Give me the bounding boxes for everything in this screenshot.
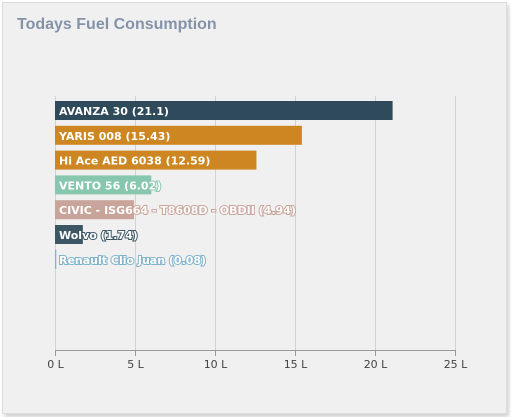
bar [55,125,302,145]
x-tick-label: 5 L [127,358,144,371]
bar [55,175,152,195]
chart-title: Todays Fuel Consumption [17,16,217,33]
x-tick-label: 15 L [284,358,308,371]
bar [55,200,135,220]
x-tick-label: 20 L [364,358,388,371]
x-tick-label: 25 L [444,358,468,371]
bar-label: Wolvo (1.74) [59,229,138,242]
bar-label: CIVIC - ISG664 - T8608D - OBDII (4.94) [59,204,296,217]
bar-label: YARIS 008 (15.43) [58,130,170,143]
bar-label: Renault Clio Juan (0.08) [59,254,206,267]
bar [55,101,393,120]
bar [55,150,257,170]
bar [55,249,57,269]
bar-label: Hi Ace AED 6038 (12.59) [59,155,210,168]
bar [55,225,83,244]
bar-label: VENTO 56 (6.02) [59,179,161,192]
bar-label: AVANZA 30 (21.1) [59,105,169,118]
x-tick-label: 10 L [204,358,228,371]
x-tick-label: 0 L [47,358,64,371]
